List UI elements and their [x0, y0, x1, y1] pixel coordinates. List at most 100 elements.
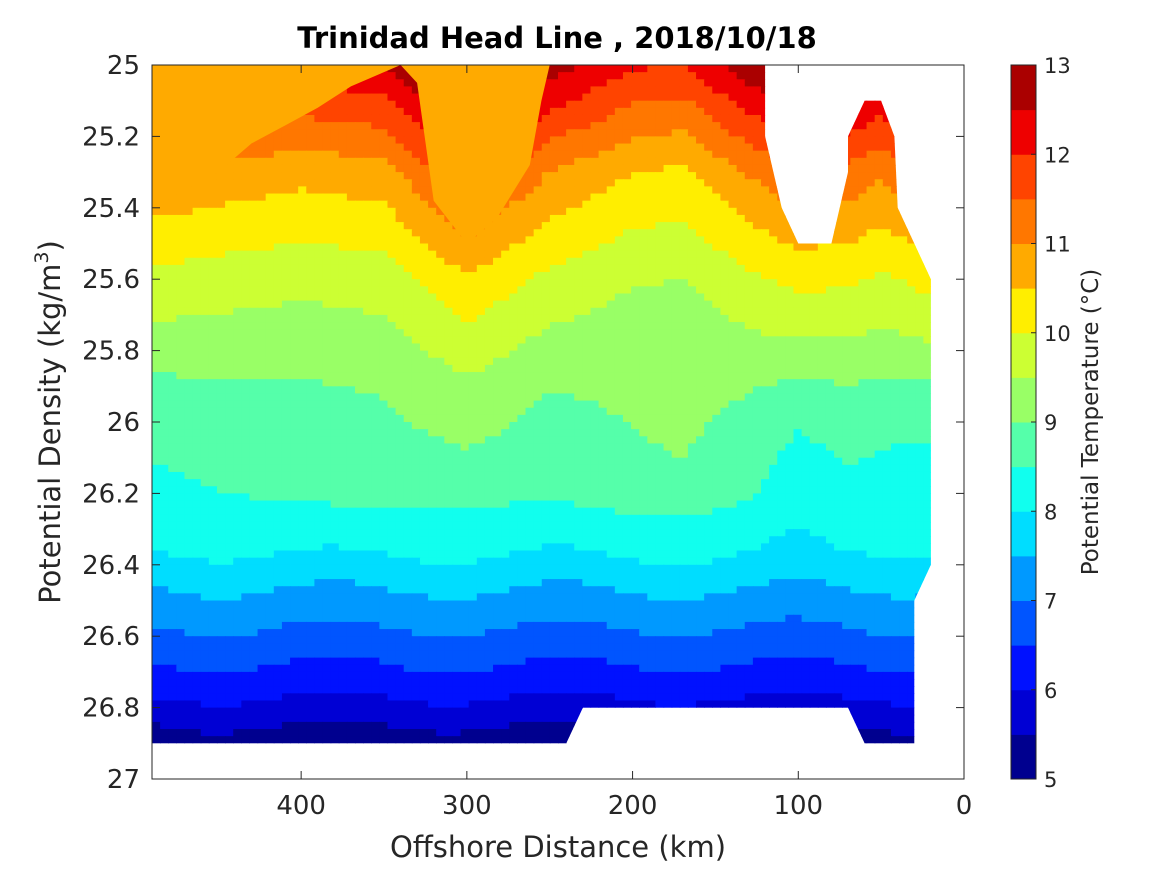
field-cell	[663, 300, 673, 309]
field-cell	[363, 122, 372, 130]
field-cell	[444, 393, 454, 402]
field-cell	[663, 79, 673, 88]
field-cell	[671, 286, 681, 295]
field-cell	[541, 372, 551, 380]
field-cell	[566, 343, 575, 352]
field-cell	[192, 300, 202, 309]
field-cell	[363, 86, 372, 95]
field-cell	[152, 257, 161, 266]
field-cell	[850, 343, 860, 352]
field-cell	[590, 150, 600, 159]
field-cell	[176, 264, 186, 273]
field-cell	[558, 114, 567, 123]
field-cell	[736, 243, 746, 252]
field-cell	[411, 200, 421, 209]
field-cell	[395, 93, 405, 102]
field-cell	[614, 286, 624, 295]
field-cell	[314, 264, 324, 273]
field-cell	[298, 157, 307, 166]
field-cell	[704, 307, 713, 316]
field-cell	[395, 286, 405, 295]
field-cell	[338, 136, 348, 145]
field-cell	[761, 286, 770, 295]
field-cell	[273, 307, 283, 316]
field-cell	[663, 272, 673, 280]
field-cell	[728, 364, 738, 373]
field-cell	[225, 336, 234, 345]
field-cell	[769, 322, 778, 330]
field-cell	[338, 393, 348, 402]
field-cell	[444, 329, 454, 337]
field-cell	[322, 329, 332, 337]
field-cell	[687, 79, 697, 88]
field-cell	[720, 400, 730, 409]
field-cell	[728, 393, 738, 402]
field-cell	[549, 143, 559, 152]
field-cell	[273, 222, 283, 230]
field-cell	[647, 114, 657, 123]
field-cell	[241, 236, 251, 245]
field-cell	[582, 414, 592, 423]
field-cell	[631, 236, 640, 245]
field-cell	[541, 100, 551, 109]
field-cell	[769, 257, 778, 266]
field-cell	[176, 257, 186, 266]
field-cell	[866, 279, 876, 287]
field-cell	[509, 293, 518, 302]
field-cell	[899, 307, 908, 316]
field-cell	[809, 379, 819, 387]
field-cell	[647, 143, 657, 152]
field-cell	[679, 243, 689, 252]
field-cell	[509, 243, 518, 252]
field-cell	[330, 172, 340, 180]
field-cell	[566, 372, 575, 380]
field-cell	[509, 379, 518, 387]
field-cell	[655, 343, 665, 352]
field-cell	[566, 207, 575, 216]
field-cell	[622, 179, 632, 187]
field-cell	[346, 179, 356, 187]
field-cell	[281, 414, 291, 423]
field-cell	[825, 350, 835, 359]
field-cell	[679, 143, 689, 152]
field-cell	[834, 329, 843, 337]
field-cell	[298, 114, 307, 123]
field-cell	[493, 293, 502, 302]
field-cell	[590, 300, 600, 309]
field-cell	[801, 407, 811, 416]
field-cell	[736, 100, 746, 109]
field-cell	[574, 407, 583, 416]
field-cell	[549, 65, 559, 73]
field-cell	[355, 214, 364, 223]
field-cell	[785, 336, 795, 345]
field-cell	[257, 193, 267, 202]
field-cell	[590, 200, 600, 209]
field-cell	[249, 236, 259, 245]
field-cell	[566, 350, 575, 359]
field-cell	[225, 322, 234, 330]
field-cell	[403, 100, 413, 109]
field-cell	[249, 143, 259, 152]
field-cell	[687, 164, 697, 173]
field-cell	[403, 136, 413, 145]
field-cell	[395, 86, 405, 95]
field-cell	[460, 314, 470, 323]
field-cell	[411, 129, 421, 137]
field-cell	[346, 279, 356, 287]
field-cell	[817, 314, 827, 323]
field-cell	[444, 386, 454, 395]
field-cell	[355, 122, 364, 130]
field-cell	[606, 222, 616, 230]
field-cell	[403, 393, 413, 402]
field-cell	[631, 257, 640, 266]
field-cell	[428, 393, 437, 402]
field-cell	[273, 364, 283, 373]
field-cell	[866, 400, 876, 409]
field-cell	[874, 157, 884, 166]
field-cell	[842, 243, 851, 252]
field-cell	[216, 329, 226, 337]
field-cell	[176, 314, 186, 323]
field-cell	[752, 114, 762, 123]
field-cell	[265, 172, 275, 180]
field-cell	[574, 143, 583, 152]
